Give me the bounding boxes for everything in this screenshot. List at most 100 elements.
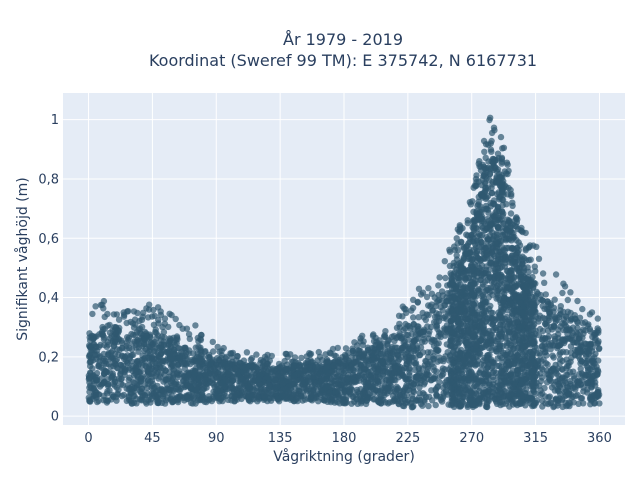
- scatter-point: [499, 367, 506, 375]
- scatter-point: [506, 225, 514, 232]
- scatter-point: [565, 362, 572, 370]
- scatter-point: [438, 288, 446, 295]
- scatter-point: [153, 394, 160, 402]
- scatter-point: [515, 271, 523, 278]
- scatter-point: [441, 258, 448, 265]
- scatter-point: [520, 267, 527, 274]
- scatter-point: [369, 357, 376, 364]
- scatter-point: [594, 389, 601, 396]
- scatter-point: [199, 396, 207, 403]
- scatter-point: [472, 342, 480, 349]
- scatter-point: [495, 175, 502, 182]
- scatter-point: [153, 329, 160, 337]
- scatter-point: [468, 256, 475, 264]
- scatter-point: [571, 315, 579, 322]
- scatter-point: [464, 401, 471, 409]
- scatter-point: [412, 347, 420, 354]
- scatter-point: [350, 366, 357, 374]
- scatter-point: [162, 377, 169, 384]
- scatter-point: [298, 378, 306, 385]
- scatter-point: [139, 359, 146, 366]
- scatter-point: [412, 361, 419, 368]
- scatter-point: [470, 384, 477, 391]
- scatter-point: [541, 279, 548, 286]
- scatter-point: [481, 188, 488, 195]
- scatter-point: [377, 341, 384, 348]
- scatter-point: [519, 228, 526, 236]
- scatter-point: [187, 384, 195, 392]
- scatter-point: [501, 325, 508, 332]
- scatter-point: [461, 393, 468, 401]
- scatter-point: [464, 327, 472, 334]
- scatter-point: [461, 245, 468, 252]
- scatter-point: [500, 349, 507, 356]
- scatter-point: [531, 321, 538, 328]
- scatter-point: [506, 382, 513, 390]
- scatter-point: [441, 313, 449, 320]
- scatter-point: [561, 321, 568, 328]
- scatter-point: [514, 327, 521, 335]
- scatter-point: [197, 335, 204, 342]
- scatter-point: [93, 389, 100, 396]
- scatter-point: [509, 334, 516, 341]
- scatter-point: [419, 365, 427, 372]
- scatter-point: [531, 263, 538, 270]
- scatter-point: [155, 320, 162, 327]
- scatter-point: [555, 331, 562, 338]
- scatter-point: [468, 370, 476, 377]
- scatter-point: [307, 350, 315, 358]
- scatter-point: [574, 382, 582, 389]
- scatter-point: [525, 336, 533, 343]
- data-points: [85, 114, 603, 411]
- scatter-point: [507, 287, 515, 295]
- scatter-point: [497, 387, 504, 395]
- scatter-point: [150, 306, 157, 314]
- scatter-point: [450, 259, 457, 267]
- scatter-point: [526, 277, 533, 284]
- scatter-point: [464, 217, 471, 224]
- scatter-point: [442, 274, 449, 282]
- scatter-point: [406, 345, 413, 352]
- scatter-point: [444, 290, 451, 297]
- scatter-point: [425, 402, 432, 410]
- scatter-point: [494, 355, 501, 362]
- scatter-point: [432, 401, 439, 409]
- scatter-point: [415, 314, 422, 321]
- scatter-point: [499, 145, 506, 152]
- scatter-point: [433, 322, 441, 329]
- scatter-point: [488, 148, 495, 155]
- scatter-point: [207, 366, 214, 374]
- scatter-point: [264, 369, 271, 376]
- scatter-point: [458, 238, 465, 245]
- scatter-point: [494, 291, 502, 299]
- scatter-point: [423, 293, 431, 301]
- scatter-point: [465, 292, 472, 300]
- scatter-point: [482, 141, 490, 148]
- scatter-point: [100, 397, 107, 404]
- scatter-point: [529, 307, 536, 314]
- scatter-point: [182, 392, 190, 399]
- scatter-point: [520, 334, 528, 341]
- scatter-point: [509, 202, 516, 209]
- scatter-point: [467, 397, 474, 404]
- scatter-point: [473, 269, 481, 276]
- scatter-point: [548, 340, 555, 347]
- scatter-point: [128, 385, 135, 393]
- scatter-point: [411, 337, 419, 344]
- scatter-point: [563, 349, 570, 356]
- scatter-point: [436, 379, 443, 386]
- scatter-point: [419, 390, 427, 397]
- scatter-point: [220, 383, 228, 390]
- scatter-point: [194, 397, 202, 404]
- scatter-point: [506, 270, 513, 278]
- scatter-point: [95, 397, 102, 404]
- scatter-point: [447, 377, 454, 384]
- scatter-point: [271, 376, 279, 383]
- scatter-point: [572, 392, 580, 400]
- scatter-point: [362, 400, 370, 408]
- scatter-point: [360, 365, 368, 372]
- scatter-point: [298, 354, 305, 362]
- scatter-point: [126, 344, 133, 352]
- scatter-point: [474, 357, 481, 364]
